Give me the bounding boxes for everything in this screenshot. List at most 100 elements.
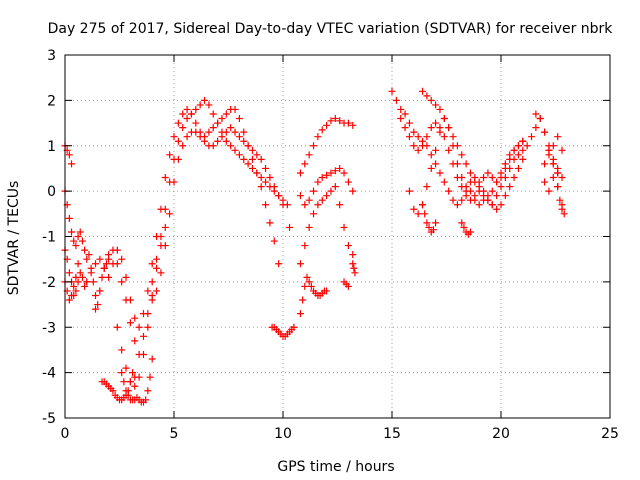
series-pass-27: [541, 133, 566, 168]
data-point: [296, 310, 304, 318]
data-point: [327, 117, 335, 125]
data-point: [68, 228, 76, 236]
data-point: [493, 178, 501, 186]
data-point: [227, 124, 235, 132]
data-point: [98, 273, 106, 281]
data-point: [427, 151, 435, 159]
data-point: [113, 323, 121, 331]
x-tick-label: 20: [492, 426, 510, 442]
data-point: [405, 133, 413, 141]
data-point: [318, 174, 326, 182]
data-point: [401, 124, 409, 132]
data-point: [222, 137, 230, 145]
data-point: [100, 264, 108, 272]
data-point: [432, 146, 440, 154]
data-point: [148, 260, 156, 268]
data-point: [349, 251, 357, 259]
data-point: [231, 105, 239, 113]
series-pass-24: [458, 219, 474, 238]
data-point: [350, 264, 358, 272]
data-point: [275, 192, 283, 200]
data-point: [78, 273, 86, 281]
data-point: [170, 133, 178, 141]
data-point: [432, 101, 440, 109]
data-point: [218, 133, 226, 141]
data-point: [414, 133, 422, 141]
data-point: [214, 119, 222, 127]
data-point: [303, 273, 311, 281]
data-point: [514, 151, 522, 159]
data-point: [192, 105, 200, 113]
data-point: [72, 273, 80, 281]
data-point: [146, 373, 154, 381]
data-point: [432, 219, 440, 227]
data-point: [201, 137, 209, 145]
data-point: [296, 192, 304, 200]
data-point: [419, 87, 427, 95]
data-point: [545, 187, 553, 195]
data-point: [560, 210, 568, 218]
data-point: [126, 378, 134, 386]
data-point: [301, 282, 309, 290]
data-point: [87, 269, 95, 277]
data-point: [270, 183, 278, 191]
data-point: [118, 369, 126, 377]
data-point: [453, 142, 461, 150]
data-point: [105, 273, 113, 281]
data-point: [244, 142, 252, 150]
data-point: [462, 192, 470, 200]
data-point: [414, 210, 422, 218]
data-point: [445, 187, 453, 195]
data-point: [70, 237, 78, 245]
data-point: [231, 128, 239, 136]
data-point: [484, 169, 492, 177]
data-point: [65, 214, 73, 222]
data-point: [506, 151, 514, 159]
series-pass-29: [541, 164, 562, 195]
data-point: [257, 155, 265, 163]
data-point: [262, 164, 270, 172]
data-point: [493, 192, 501, 200]
data-point: [286, 223, 294, 231]
data-point: [209, 110, 217, 118]
data-point: [235, 115, 243, 123]
series-pass-11: [268, 323, 298, 340]
data-point: [558, 174, 566, 182]
data-point: [340, 169, 348, 177]
data-point: [497, 201, 505, 209]
data-point: [549, 160, 557, 168]
x-axis-label: GPS time / hours: [277, 459, 394, 475]
y-tick-label: -4: [42, 366, 56, 382]
series-pass-13: [296, 115, 357, 177]
data-point: [157, 242, 165, 250]
data-point: [414, 146, 422, 154]
series-pass-22: [419, 87, 527, 213]
data-point: [231, 146, 239, 154]
data-point: [514, 164, 522, 172]
series-pass-9: [118, 355, 156, 406]
data-point: [122, 296, 130, 304]
data-point: [120, 378, 128, 386]
data-point: [240, 128, 248, 136]
data-point: [410, 205, 418, 213]
data-point: [299, 296, 307, 304]
data-point: [153, 264, 161, 272]
data-point: [425, 223, 433, 231]
data-point: [471, 196, 479, 204]
data-point: [201, 96, 209, 104]
data-point: [397, 115, 405, 123]
data-point: [314, 201, 322, 209]
data-point: [549, 142, 557, 150]
data-point: [488, 201, 496, 209]
data-point: [205, 101, 213, 109]
data-point: [419, 142, 427, 150]
series-pass-16: [296, 273, 331, 318]
data-point: [83, 255, 91, 263]
data-point: [497, 169, 505, 177]
data-point: [307, 282, 315, 290]
data-point: [349, 260, 357, 268]
data-point: [270, 237, 278, 245]
data-point: [541, 178, 549, 186]
series-pass-10: [113, 223, 169, 390]
data-point: [514, 142, 522, 150]
